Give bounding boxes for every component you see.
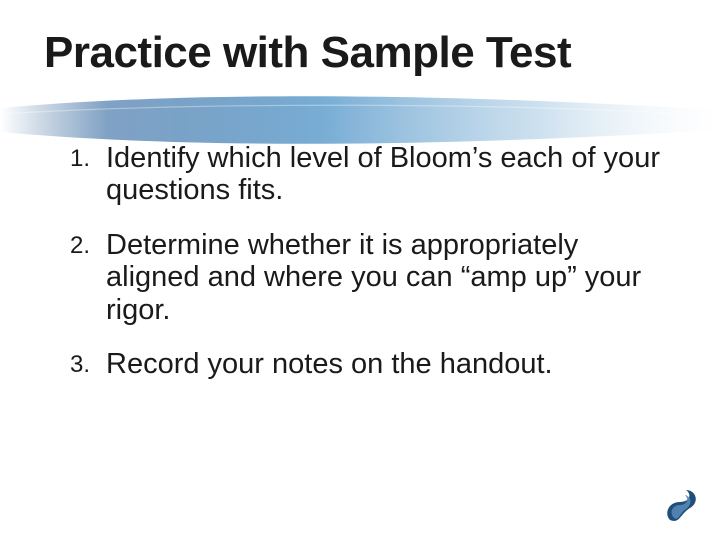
list-item: Determine whether it is appropriately al…	[70, 229, 662, 326]
content-region: Identify which level of Bloom’s each of …	[0, 78, 720, 381]
flourish-icon	[660, 484, 706, 530]
list-item: Record your notes on the handout.	[70, 348, 662, 380]
numbered-list: Identify which level of Bloom’s each of …	[70, 142, 662, 381]
list-item: Identify which level of Bloom’s each of …	[70, 142, 662, 207]
title-region: Practice with Sample Test	[0, 0, 720, 78]
slide-title: Practice with Sample Test	[44, 28, 680, 78]
